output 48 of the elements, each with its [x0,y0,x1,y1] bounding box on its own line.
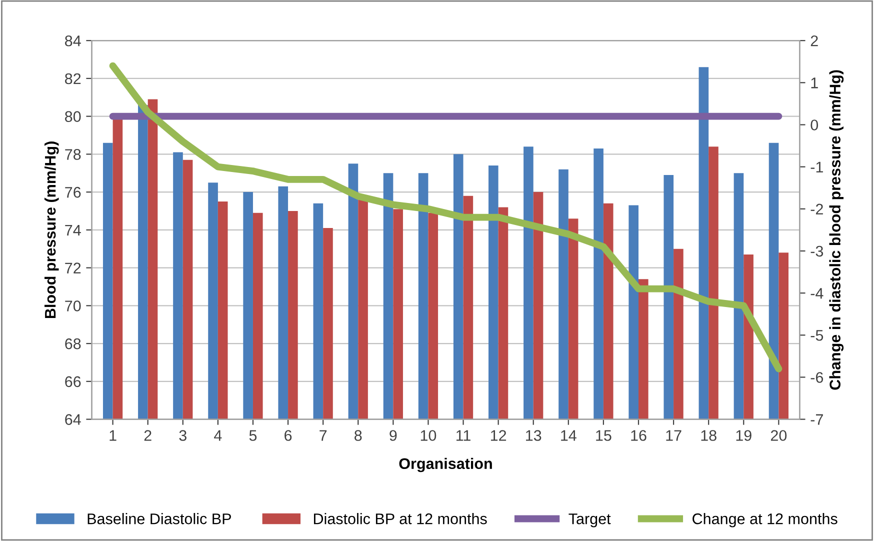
y2-tick-label: -4 [810,288,824,299]
legend-label: Target [568,514,611,528]
x-tick-label: 18 [701,430,716,441]
legend-label: Baseline Diastolic BP [88,513,231,524]
y2-tick-label: 2 [810,35,818,46]
y2-tick-label: -3 [810,246,824,257]
x-tick-label: 1 [110,430,116,441]
legend-label: Diastolic BP at 12 months [314,513,487,524]
y2-tick-label: -7 [810,414,823,425]
x-tick-label: 14 [561,430,576,441]
x-axis-title: Organisation [399,458,492,472]
x-tick-label: 10 [420,430,436,441]
x-tick-label: 6 [284,430,292,441]
x-tick-label: 16 [631,430,646,441]
y-tick-label: 76 [65,186,81,198]
x-tick-label: 5 [249,430,257,441]
y2-axis-title: Change in diastolic blood pressure (mm/Hg) [829,70,844,390]
x-tick-label: 3 [179,430,186,441]
legend-label: Change at 12 months [692,513,838,528]
y-tick-label: 66 [65,376,81,388]
x-tick-label: 12 [490,430,506,441]
x-tick-label: 17 [666,430,682,441]
y2-tick-label: 1 [811,78,818,88]
x-tick-label: 2 [144,430,152,441]
y-tick-label: 70 [65,300,81,312]
x-tick-label: 4 [214,430,222,441]
x-tick-label: 19 [736,430,752,441]
x-tick-label: 9 [390,430,397,441]
y-tick-label: 82 [65,73,81,84]
x-tick-label: 15 [596,430,612,441]
y2-tick-label: 0 [810,120,818,130]
y2-tick-label: -2 [810,204,823,214]
x-tick-label: 13 [526,430,542,441]
y-tick-label: 68 [65,338,81,350]
y2-tick-label: -5 [810,330,824,341]
x-tick-label: 8 [354,430,362,441]
y-tick-label: 64 [65,414,81,425]
y2-tick-label: -6 [810,372,824,383]
y-tick-label: 74 [65,224,81,236]
y-tick-label: 78 [65,149,81,160]
x-tick-label: 11 [456,430,470,441]
y-axis-title: Blood pressure (mm/Hg) [44,142,59,318]
x-tick-label: 20 [770,430,787,441]
y2-tick-label: -1 [810,162,823,172]
y-tick-label: 84 [65,35,81,46]
y-tick-label: 80 [65,111,81,122]
y-tick-label: 72 [65,262,81,274]
x-tick-label: 7 [320,430,327,441]
